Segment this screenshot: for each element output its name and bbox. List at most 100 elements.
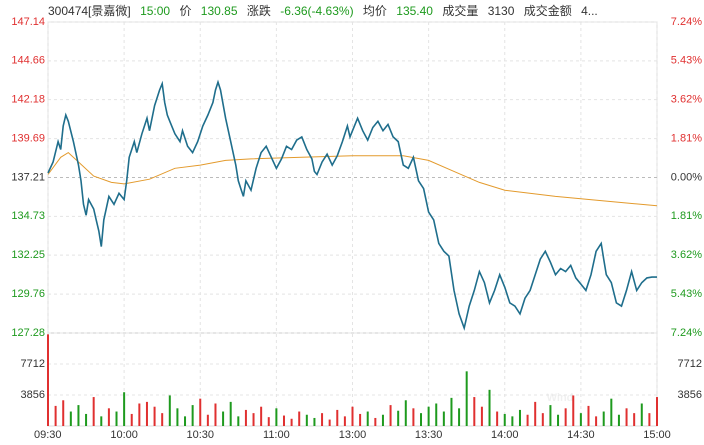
volume-bar: [153, 406, 156, 426]
price: 130.85: [200, 4, 238, 18]
volume-bar: [115, 411, 118, 426]
quote-time: 15:00: [140, 4, 171, 18]
volume-bar: [587, 405, 590, 426]
volume-bar: [617, 414, 620, 426]
volume-bar: [336, 409, 339, 426]
volume-bar: [161, 413, 164, 426]
volume-bar: [351, 406, 354, 426]
volume-bar: [496, 411, 499, 426]
volume-bar: [305, 414, 308, 426]
amount: 4...: [581, 4, 598, 18]
volume-bar: [412, 408, 415, 426]
volume-bar: [473, 397, 476, 426]
x-tick-label: 14:00: [491, 429, 519, 441]
volume-bar: [145, 401, 148, 426]
volume-bar: [450, 397, 453, 426]
y-tick-label: 142.18: [11, 94, 45, 106]
volume-bar: [62, 400, 65, 426]
y-tick-label: 147.14: [11, 16, 45, 28]
x-tick-label: 13:30: [415, 429, 443, 441]
volume-bar: [244, 409, 247, 426]
volume-bar: [298, 411, 301, 426]
volume-bar: [648, 413, 651, 426]
volume-bar: [92, 397, 95, 426]
volume-bar: [503, 413, 506, 426]
volume-bar: [282, 415, 285, 426]
volume-bar: [130, 413, 133, 426]
price-line: [47, 79, 657, 331]
volume-bar: [625, 408, 628, 426]
volume-bar: [176, 408, 179, 426]
volume: 3130: [487, 4, 515, 18]
volume-bar: [404, 400, 407, 426]
y2-tick-label: 1.81%: [671, 133, 702, 145]
y-tick-label: 137.21: [11, 171, 45, 183]
volume-bar: [526, 414, 529, 426]
y2-tick-label: 5.43%: [671, 55, 702, 67]
change: -6.36(-4.63%): [280, 4, 354, 18]
volume-bar: [534, 401, 537, 426]
volume-bar: [579, 413, 582, 426]
volume-bar: [610, 398, 613, 426]
volume-bar: [168, 395, 171, 426]
amount-label: 成交金额: [523, 4, 572, 18]
volume-bar: [465, 371, 468, 426]
volume-bar: [656, 397, 658, 426]
volume-bar: [435, 403, 438, 426]
volume-bar: [275, 408, 278, 426]
volume-tick-label: 3856: [21, 389, 45, 401]
volume-bar: [541, 413, 544, 426]
y2-tick-label: 1.81%: [671, 210, 702, 222]
volume-bar: [640, 403, 643, 426]
price-label: 价: [179, 4, 192, 18]
y2-tick-label: 5.43%: [671, 288, 702, 300]
volume-bar: [602, 411, 605, 426]
quote-header: 300474[景嘉微] 15:00 价 130.85 涨跌 -6.36(-4.6…: [48, 2, 654, 18]
volume-bar: [420, 413, 423, 426]
volume-bar: [77, 405, 80, 426]
volume-bar: [260, 406, 263, 426]
volume-bar: [366, 411, 369, 426]
volume-bar: [267, 417, 270, 426]
volume-bar: [100, 416, 103, 426]
y2-tick-label: 3.62%: [671, 249, 702, 261]
volume-bar: [381, 414, 384, 426]
volume-bar: [184, 416, 187, 426]
volume-bar: [321, 413, 324, 426]
x-tick-label: 14:30: [567, 429, 595, 441]
volume-bar: [138, 403, 141, 426]
volume-bar: [191, 405, 194, 426]
volume-bar: [214, 403, 217, 426]
volume-bar: [458, 408, 461, 426]
x-tick-label: 13:00: [339, 429, 367, 441]
volume-bar: [427, 406, 430, 426]
volume-bar: [290, 418, 293, 426]
y-tick-label: 139.69: [11, 133, 45, 145]
y-tick-label: 127.28: [11, 327, 45, 339]
y2-tick-label: 7.24%: [671, 327, 702, 339]
y2-tick-label: 3.62%: [671, 94, 702, 106]
avg-label: 均价: [362, 4, 387, 18]
x-tick-label: 09:30: [34, 429, 62, 441]
y-tick-label: 134.73: [11, 210, 45, 222]
volume-bar: [549, 405, 552, 426]
volume-bar: [374, 417, 377, 426]
volume-bar: [252, 413, 255, 426]
volume-tick-label-right: 7712: [678, 358, 702, 370]
volume-bar: [572, 395, 575, 426]
volume-bar: [389, 405, 392, 426]
volume-bar: [564, 408, 567, 426]
avg: 135.40: [396, 4, 433, 18]
volume-bar: [633, 413, 636, 426]
volume-bar: [480, 406, 483, 426]
volume-bar: [511, 416, 514, 426]
volume-bar: [199, 398, 202, 426]
volume-bar: [442, 411, 445, 426]
volume-bar: [54, 405, 57, 426]
volume-bar: [343, 416, 346, 426]
average-line: [47, 151, 658, 207]
volume-bar: [488, 389, 491, 426]
volume-bar: [313, 417, 316, 426]
